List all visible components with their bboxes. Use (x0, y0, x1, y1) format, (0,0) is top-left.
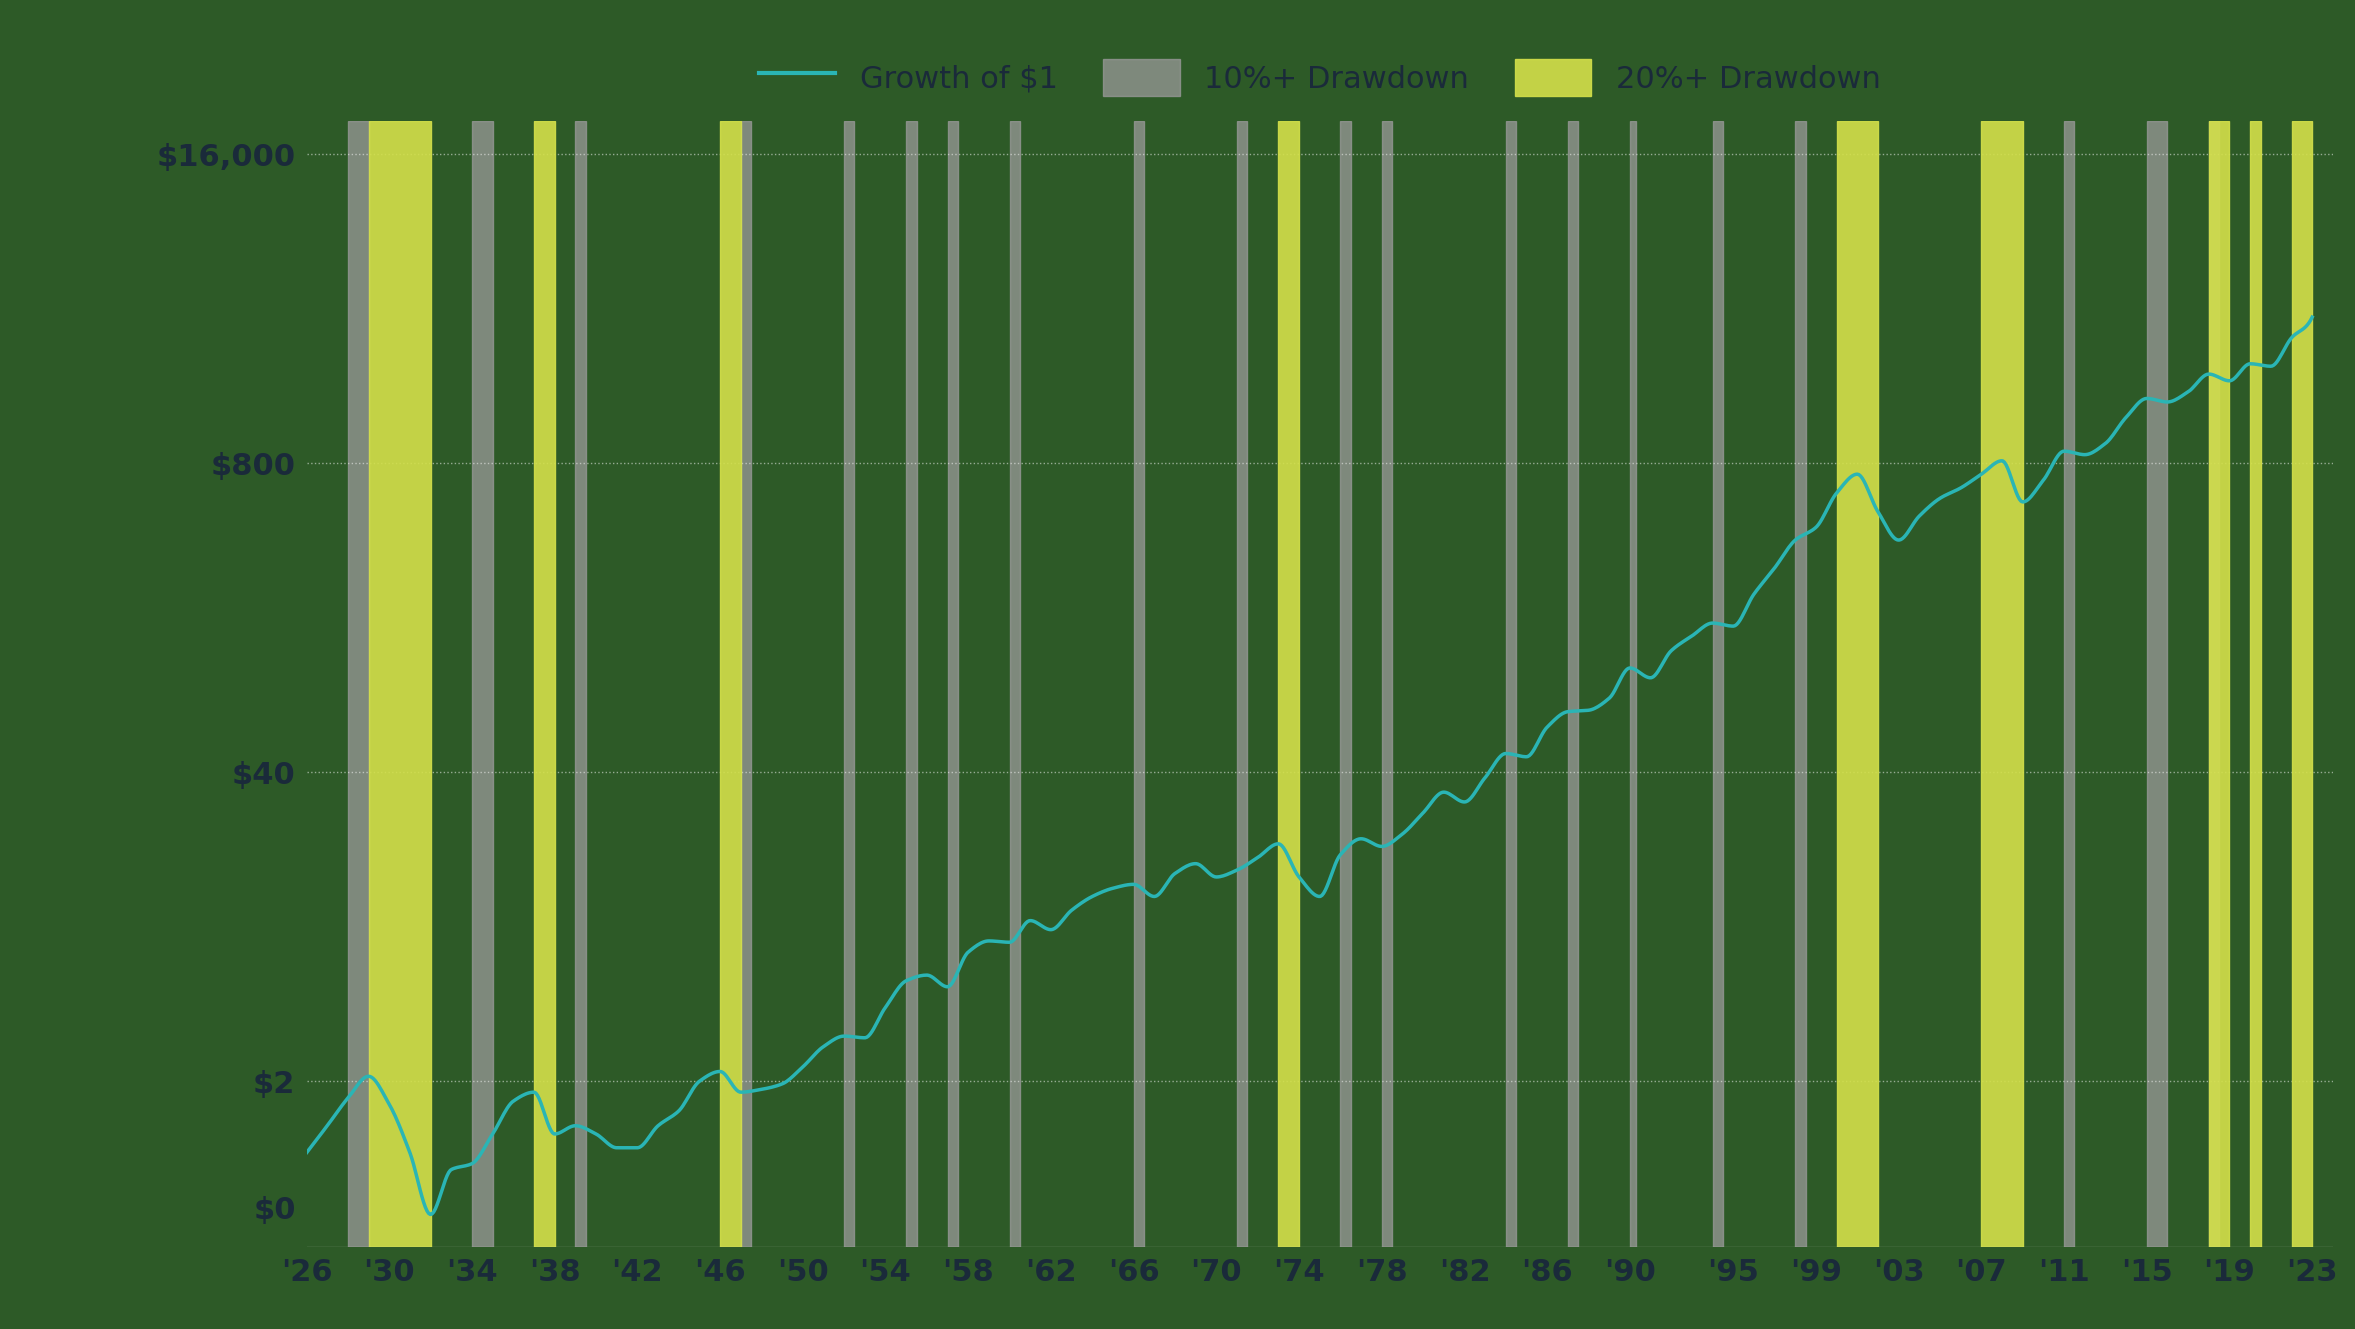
Bar (1837, 121, 1877, 1248)
Legend: Growth of $1, 10%+ Drawdown, 20%+ Drawdown: Growth of $1, 10%+ Drawdown, 20%+ Drawdo… (747, 47, 1893, 109)
Bar (2291, 121, 2313, 1248)
Bar (2148, 121, 2167, 1248)
Text: $0: $0 (254, 1196, 297, 1225)
Bar (2063, 121, 2075, 1248)
Bar (1630, 121, 1637, 1248)
Bar (907, 121, 916, 1248)
Bar (349, 121, 370, 1248)
Bar (742, 121, 751, 1248)
Bar (1568, 121, 1578, 1248)
Bar (1236, 121, 1248, 1248)
Bar (721, 121, 742, 1248)
Bar (1340, 121, 1352, 1248)
Bar (843, 121, 855, 1248)
Bar (1010, 121, 1020, 1248)
Bar (2209, 121, 2230, 1248)
Bar (947, 121, 958, 1248)
Bar (370, 121, 431, 1248)
Bar (2209, 121, 2218, 1248)
Bar (1279, 121, 1300, 1248)
Bar (1712, 121, 1724, 1248)
Bar (2249, 121, 2261, 1248)
Bar (1382, 121, 1392, 1248)
Bar (1795, 121, 1806, 1248)
Bar (1133, 121, 1145, 1248)
Bar (471, 121, 492, 1248)
Bar (575, 121, 586, 1248)
Bar (535, 121, 556, 1248)
Bar (1505, 121, 1517, 1248)
Bar (1981, 121, 2023, 1248)
